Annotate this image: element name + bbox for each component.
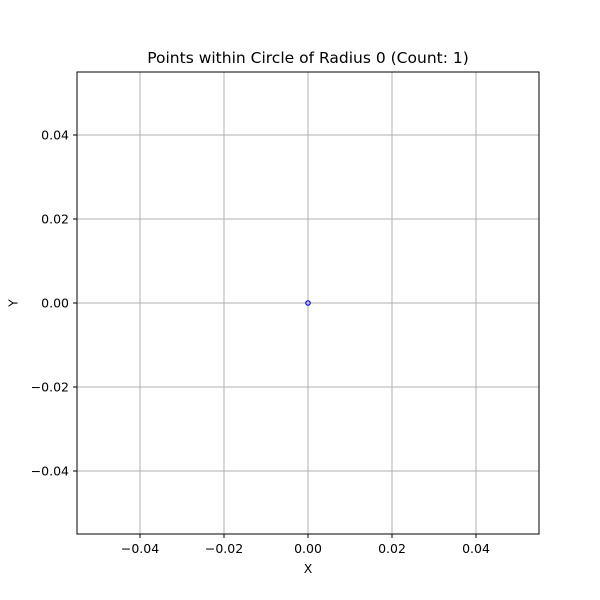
x-tick-label: 0.02 [378,541,406,556]
y-tick-label: −0.02 [31,380,69,395]
y-tick-label: 0.02 [41,212,69,227]
axis-ticks: −0.04 −0.02 0.00 0.02 0.04 −0.04 −0.02 0.00 0.02… [31,128,490,557]
x-tick-label: 0.04 [462,541,490,556]
scatter-point [305,300,311,306]
x-tick-label: 0.00 [294,541,322,556]
y-tick-label: −0.04 [31,464,69,479]
chart-title: Points within Circle of Radius 0 (Count:… [147,49,469,67]
y-tick-label: 0.04 [41,128,69,143]
data-points [305,300,311,306]
y-axis-label: Y [6,299,21,308]
x-tick-label: −0.04 [121,541,159,556]
x-tick-label: −0.02 [205,541,243,556]
x-axis-label: X [304,561,313,576]
y-tick-label: 0.00 [41,296,69,311]
grid-lines [77,72,539,534]
